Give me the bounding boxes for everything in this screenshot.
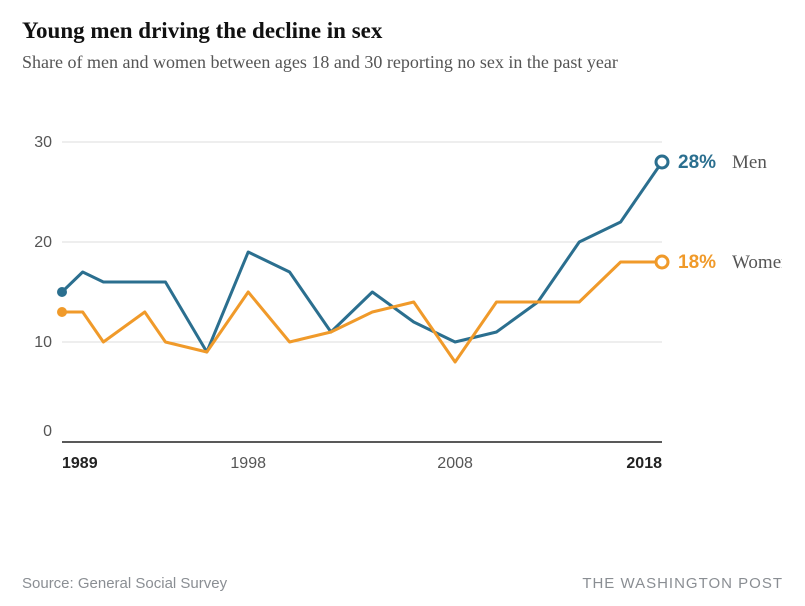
x-tick-label: 1989 [62,455,98,472]
credit-label: THE WASHINGTON POST [582,575,783,592]
source-label: Source: General Social Survey [22,575,227,592]
series-label-men: Men [732,152,767,173]
series-line-women [62,262,662,362]
chart-svg: 0 10 20 30 1989 1998 2008 2018 28% Men 18% Women [22,92,782,492]
x-tick-label: 2008 [437,455,473,472]
series-start-marker-men [57,287,67,297]
series-end-marker-women [656,256,668,268]
chart-container: Young men driving the decline in sex Sha… [0,0,805,606]
y-tick-label: 30 [34,134,52,151]
x-tick-label: 2018 [626,455,662,472]
y-tick-label: 20 [34,234,52,251]
series-label-women: Women [732,252,782,273]
series-end-value-men: 28% [678,152,716,173]
series-end-value-women: 18% [678,252,716,273]
chart-footer: Source: General Social Survey THE WASHIN… [0,575,805,592]
y-tick-label: 10 [34,334,52,351]
series-end-marker-men [656,156,668,168]
chart-subtitle: Share of men and women between ages 18 a… [22,50,783,74]
x-tick-label: 1998 [230,455,266,472]
chart-plot-area: 0 10 20 30 1989 1998 2008 2018 28% Men 18% Women [22,92,783,497]
y-tick-label: 0 [43,423,52,440]
chart-title: Young men driving the decline in sex [22,18,783,44]
series-start-marker-women [57,307,67,317]
